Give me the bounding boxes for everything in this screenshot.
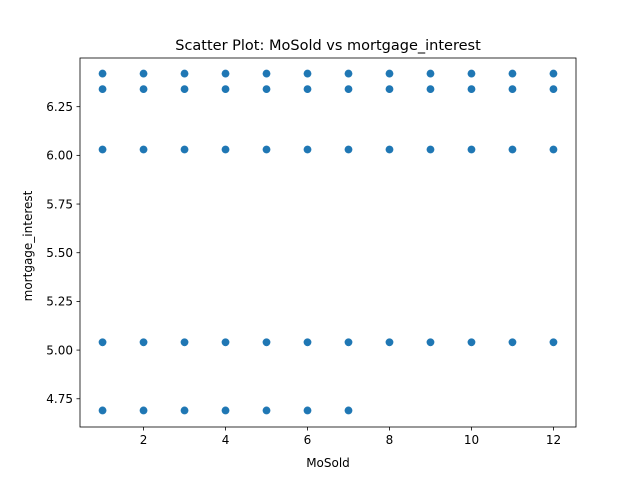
data-point bbox=[385, 85, 394, 94]
data-point bbox=[139, 406, 148, 415]
data-point bbox=[508, 338, 517, 347]
data-point bbox=[467, 338, 476, 347]
plot-area bbox=[80, 58, 576, 427]
x-tick-label: 4 bbox=[222, 433, 230, 447]
y-tick-label: 6.25 bbox=[46, 100, 73, 114]
data-point bbox=[303, 406, 312, 415]
data-point bbox=[508, 85, 517, 94]
data-point bbox=[508, 69, 517, 78]
data-point bbox=[467, 85, 476, 94]
x-tick-label: 12 bbox=[546, 433, 561, 447]
data-point bbox=[385, 69, 394, 78]
y-tick-label: 5.00 bbox=[46, 343, 73, 357]
y-tick-label: 6.00 bbox=[46, 149, 73, 163]
data-point bbox=[426, 69, 435, 78]
points-layer bbox=[98, 69, 558, 415]
data-point bbox=[467, 69, 476, 78]
data-point bbox=[344, 145, 353, 154]
data-point bbox=[98, 85, 107, 94]
data-point bbox=[549, 85, 558, 94]
data-point bbox=[262, 338, 271, 347]
y-axis-ticks: 4.75 5.00 5.25 5.50 5.75 6.00 6.25 bbox=[46, 100, 80, 406]
data-point bbox=[303, 69, 312, 78]
y-tick-label: 5.25 bbox=[46, 295, 73, 309]
x-tick-label: 6 bbox=[304, 433, 312, 447]
data-point bbox=[303, 338, 312, 347]
data-point bbox=[98, 406, 107, 415]
data-point bbox=[98, 338, 107, 347]
data-point bbox=[221, 338, 230, 347]
x-axis-label: MoSold bbox=[306, 456, 350, 470]
data-point bbox=[549, 145, 558, 154]
data-point bbox=[508, 145, 517, 154]
data-point bbox=[385, 338, 394, 347]
data-point bbox=[344, 69, 353, 78]
x-axis-ticks: 2 4 6 8 10 12 bbox=[140, 427, 561, 447]
data-point bbox=[549, 69, 558, 78]
data-point bbox=[180, 69, 189, 78]
data-point bbox=[262, 145, 271, 154]
data-point bbox=[180, 145, 189, 154]
data-point bbox=[139, 85, 148, 94]
data-point bbox=[180, 338, 189, 347]
data-point bbox=[303, 85, 312, 94]
y-tick-label: 4.75 bbox=[46, 392, 73, 406]
data-point bbox=[262, 69, 271, 78]
data-point bbox=[426, 145, 435, 154]
data-point bbox=[426, 338, 435, 347]
data-point bbox=[139, 338, 148, 347]
data-point bbox=[262, 85, 271, 94]
data-point bbox=[385, 145, 394, 154]
y-axis-label: mortgage_interest bbox=[21, 190, 35, 301]
chart-title: Scatter Plot: MoSold vs mortgage_interes… bbox=[175, 38, 481, 54]
data-point bbox=[98, 145, 107, 154]
y-tick-label: 5.75 bbox=[46, 197, 73, 211]
data-point bbox=[98, 69, 107, 78]
x-tick-label: 8 bbox=[386, 433, 394, 447]
data-point bbox=[139, 69, 148, 78]
x-tick-label: 10 bbox=[464, 433, 479, 447]
data-point bbox=[221, 69, 230, 78]
data-point bbox=[344, 85, 353, 94]
data-point bbox=[221, 85, 230, 94]
data-point bbox=[467, 145, 476, 154]
plot-frame bbox=[79, 57, 577, 428]
data-point bbox=[180, 85, 189, 94]
data-point bbox=[549, 338, 558, 347]
data-point bbox=[180, 406, 189, 415]
data-point bbox=[303, 145, 312, 154]
data-point bbox=[221, 145, 230, 154]
data-point bbox=[139, 145, 148, 154]
data-point bbox=[344, 338, 353, 347]
data-point bbox=[221, 406, 230, 415]
x-tick-label: 2 bbox=[140, 433, 148, 447]
data-point bbox=[344, 406, 353, 415]
data-point bbox=[426, 85, 435, 94]
data-point bbox=[262, 406, 271, 415]
y-tick-label: 5.50 bbox=[46, 246, 73, 260]
